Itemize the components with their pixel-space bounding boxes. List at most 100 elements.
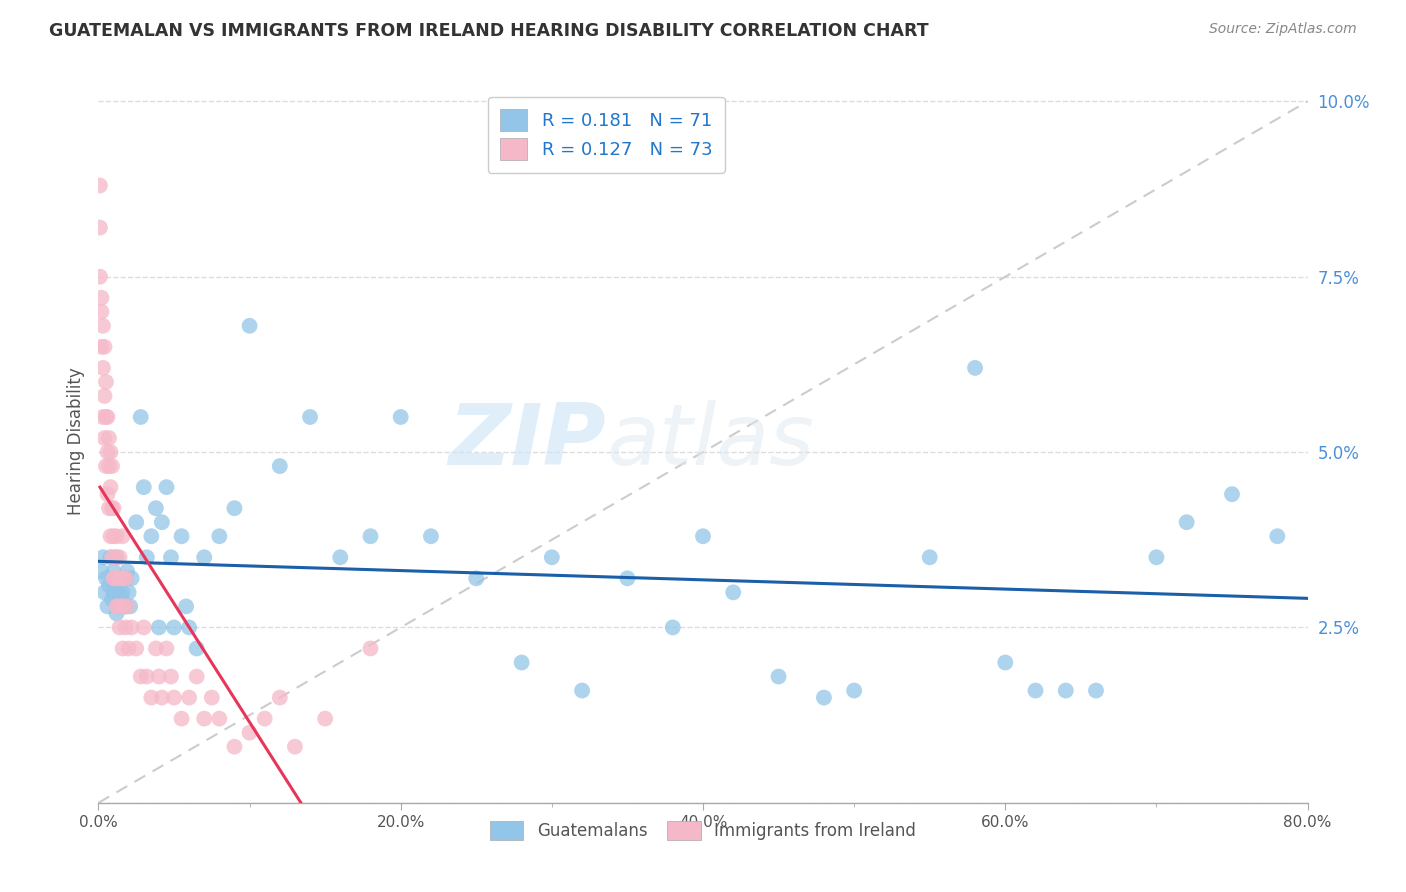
Point [112, 571, 135, 585]
Point [93, 585, 115, 599]
Point [100, 550, 122, 565]
Point [104, 550, 127, 565]
Point [768, 669, 790, 683]
Point [148, 620, 170, 634]
Point [135, 669, 157, 683]
Point [110, 592, 132, 607]
Point [208, 529, 231, 543]
Point [111, 641, 134, 656]
Point [844, 683, 866, 698]
Point [132, 620, 155, 634]
Point [186, 641, 208, 656]
Point [98, 578, 121, 592]
Point [103, 501, 125, 516]
Point [1175, 515, 1198, 529]
Point [108, 550, 131, 565]
Point [163, 690, 186, 705]
Point [1024, 683, 1046, 698]
Point [115, 599, 138, 614]
Text: Source: ZipAtlas.com: Source: ZipAtlas.com [1209, 22, 1357, 37]
Point [90, 305, 112, 319]
Point [103, 585, 125, 599]
Point [94, 459, 117, 474]
Point [179, 620, 201, 634]
Point [813, 690, 835, 705]
Point [90, 340, 112, 354]
Text: ZIP: ZIP [449, 400, 606, 483]
Point [115, 564, 138, 578]
Point [108, 599, 131, 614]
Point [89, 178, 111, 193]
Point [965, 360, 987, 375]
Point [170, 529, 193, 543]
Point [100, 480, 122, 494]
Point [110, 599, 132, 614]
Point [125, 641, 148, 656]
Point [112, 599, 135, 614]
Point [148, 669, 170, 683]
Point [112, 599, 135, 614]
Point [135, 550, 157, 565]
Point [174, 599, 197, 614]
Point [145, 501, 167, 516]
Point [160, 550, 183, 565]
Text: GUATEMALAN VS IMMIGRANTS FROM IRELAND HEARING DISABILITY CORRELATION CHART: GUATEMALAN VS IMMIGRANTS FROM IRELAND HE… [49, 22, 929, 40]
Point [129, 409, 152, 424]
Point [110, 571, 132, 585]
Point [107, 599, 129, 614]
Point [111, 585, 134, 599]
Point [540, 550, 562, 565]
Point [918, 550, 941, 565]
Point [170, 712, 193, 726]
Point [1220, 487, 1243, 501]
Point [96, 487, 118, 501]
Point [179, 690, 201, 705]
Point [360, 641, 382, 656]
Point [110, 571, 132, 585]
Point [103, 529, 125, 543]
Point [114, 571, 136, 585]
Point [98, 501, 121, 516]
Point [420, 529, 443, 543]
Point [105, 550, 128, 565]
Point [101, 550, 124, 565]
Point [96, 409, 118, 424]
Point [125, 515, 148, 529]
Point [101, 501, 124, 516]
Point [150, 515, 173, 529]
Point [150, 690, 173, 705]
Point [1085, 683, 1108, 698]
Point [118, 585, 141, 599]
Point [661, 620, 683, 634]
Point [994, 656, 1017, 670]
Point [224, 501, 246, 516]
Point [360, 529, 382, 543]
Point [89, 269, 111, 284]
Point [101, 592, 124, 607]
Point [571, 683, 593, 698]
Point [129, 669, 152, 683]
Point [329, 550, 352, 565]
Point [145, 641, 167, 656]
Point [94, 375, 117, 389]
Point [155, 641, 177, 656]
Point [118, 641, 141, 656]
Point [141, 529, 163, 543]
Point [107, 585, 129, 599]
Point [299, 409, 322, 424]
Point [465, 571, 488, 585]
Point [155, 480, 177, 494]
Point [284, 739, 307, 754]
Point [96, 445, 118, 459]
Point [114, 620, 136, 634]
Point [121, 620, 143, 634]
Point [269, 459, 291, 474]
Point [94, 409, 117, 424]
Point [111, 529, 134, 543]
Point [105, 529, 128, 543]
Point [1054, 683, 1077, 698]
Text: atlas: atlas [606, 400, 814, 483]
Point [239, 318, 262, 333]
Point [120, 599, 142, 614]
Point [96, 599, 118, 614]
